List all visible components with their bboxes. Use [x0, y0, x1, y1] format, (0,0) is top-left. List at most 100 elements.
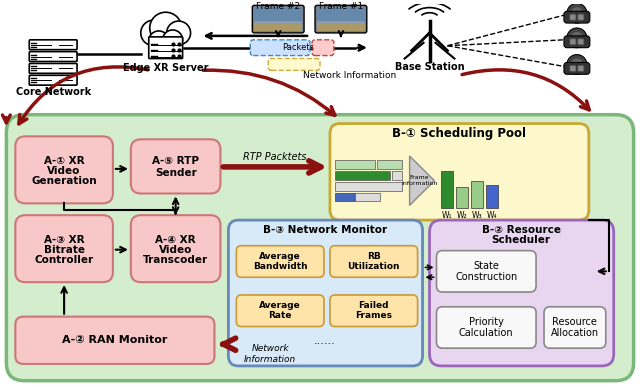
FancyBboxPatch shape [330, 246, 417, 277]
Text: B-② Resource: B-② Resource [482, 225, 561, 235]
Text: Network Information: Network Information [303, 71, 397, 80]
Circle shape [148, 31, 169, 51]
Text: RB
Utilization: RB Utilization [348, 252, 400, 271]
FancyBboxPatch shape [570, 14, 576, 20]
Text: Packets: Packets [282, 43, 314, 52]
Text: Failed
Frames: Failed Frames [355, 301, 392, 320]
FancyBboxPatch shape [578, 65, 584, 71]
Text: ......: ...... [314, 336, 336, 346]
FancyBboxPatch shape [564, 11, 590, 23]
FancyBboxPatch shape [148, 37, 182, 58]
Circle shape [571, 7, 583, 19]
Text: Resource
Allocation: Resource Allocation [551, 317, 599, 338]
Bar [486, 185, 498, 208]
Polygon shape [410, 156, 435, 205]
Text: Network
Information: Network Information [244, 344, 296, 364]
Bar [456, 187, 468, 208]
FancyBboxPatch shape [436, 307, 536, 348]
FancyBboxPatch shape [429, 220, 614, 366]
Circle shape [567, 3, 587, 23]
FancyBboxPatch shape [330, 295, 417, 327]
Text: Frame #2: Frame #2 [256, 2, 300, 11]
FancyBboxPatch shape [436, 251, 536, 292]
FancyBboxPatch shape [29, 75, 77, 85]
Text: Frame
Information: Frame Information [401, 175, 438, 186]
Text: Base Station: Base Station [395, 62, 465, 72]
FancyBboxPatch shape [268, 58, 320, 70]
FancyBboxPatch shape [15, 317, 214, 364]
Text: Core Network: Core Network [15, 87, 91, 97]
Circle shape [166, 21, 191, 45]
FancyBboxPatch shape [570, 65, 576, 71]
FancyBboxPatch shape [317, 7, 365, 31]
Text: Video: Video [47, 166, 81, 176]
FancyBboxPatch shape [252, 5, 304, 33]
FancyBboxPatch shape [236, 246, 324, 277]
FancyBboxPatch shape [131, 139, 220, 194]
Text: A-④ XR: A-④ XR [156, 235, 196, 245]
Bar [392, 171, 402, 180]
Text: State
Construction: State Construction [455, 260, 517, 282]
Text: A-② RAN Monitor: A-② RAN Monitor [62, 335, 168, 345]
Text: Sender: Sender [155, 168, 196, 178]
Bar [335, 182, 402, 190]
Bar [377, 160, 402, 169]
Text: A-⑤ RTP: A-⑤ RTP [152, 156, 199, 166]
Bar [254, 23, 302, 31]
Circle shape [150, 12, 182, 44]
FancyBboxPatch shape [578, 39, 584, 45]
Bar [442, 171, 453, 208]
Text: Average
Bandwidth: Average Bandwidth [253, 252, 307, 271]
Bar [471, 181, 483, 208]
Text: Edge XR Server: Edge XR Server [123, 63, 209, 74]
Circle shape [567, 55, 587, 74]
Text: Scheduler: Scheduler [492, 235, 550, 245]
Bar [254, 7, 302, 21]
Bar [317, 7, 365, 21]
Circle shape [571, 32, 583, 44]
FancyBboxPatch shape [254, 7, 302, 31]
FancyBboxPatch shape [564, 36, 590, 48]
FancyBboxPatch shape [570, 39, 576, 45]
Circle shape [163, 30, 182, 50]
Text: W₄: W₄ [487, 211, 497, 220]
FancyBboxPatch shape [315, 5, 367, 33]
Text: Frame #1: Frame #1 [319, 2, 363, 11]
FancyBboxPatch shape [564, 62, 590, 74]
Bar [335, 160, 375, 169]
Bar [335, 171, 390, 180]
Text: Priority
Calculation: Priority Calculation [459, 317, 513, 338]
Text: A-① XR: A-① XR [44, 156, 84, 166]
Bar [317, 23, 365, 31]
Circle shape [567, 28, 587, 48]
Text: B-③ Network Monitor: B-③ Network Monitor [263, 225, 387, 235]
Text: Transcoder: Transcoder [143, 255, 208, 264]
FancyBboxPatch shape [544, 307, 605, 348]
Bar [335, 192, 355, 201]
Circle shape [141, 20, 166, 46]
FancyBboxPatch shape [578, 14, 584, 20]
FancyBboxPatch shape [29, 63, 77, 73]
FancyBboxPatch shape [236, 295, 324, 327]
FancyBboxPatch shape [250, 40, 310, 56]
Text: Controller: Controller [35, 255, 93, 264]
Text: B-① Scheduling Pool: B-① Scheduling Pool [392, 127, 526, 140]
Circle shape [571, 58, 583, 70]
FancyBboxPatch shape [312, 40, 334, 56]
FancyBboxPatch shape [15, 136, 113, 203]
Text: Video: Video [159, 245, 192, 255]
Text: W₃: W₃ [472, 211, 483, 220]
Text: Generation: Generation [31, 176, 97, 186]
Bar [335, 192, 380, 201]
Text: W₂: W₂ [457, 211, 468, 220]
Text: Bitrate: Bitrate [44, 245, 84, 255]
Text: A-③ XR: A-③ XR [44, 235, 84, 245]
FancyBboxPatch shape [29, 51, 77, 62]
FancyBboxPatch shape [29, 40, 77, 50]
Text: W₁: W₁ [442, 211, 452, 220]
FancyBboxPatch shape [228, 220, 422, 366]
FancyBboxPatch shape [15, 215, 113, 282]
Text: Average
Rate: Average Rate [259, 301, 301, 320]
FancyBboxPatch shape [6, 115, 634, 381]
Text: RTP Packtets: RTP Packtets [243, 152, 307, 162]
